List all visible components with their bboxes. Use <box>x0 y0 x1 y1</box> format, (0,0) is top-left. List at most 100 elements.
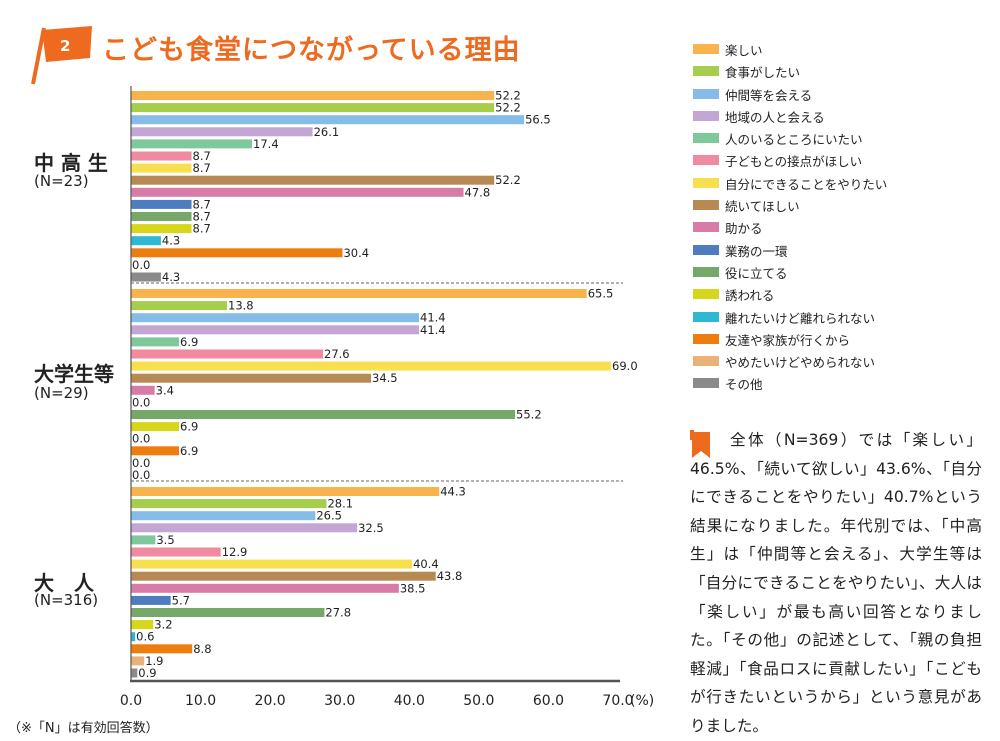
bar <box>131 151 192 161</box>
group-n-university: (N=29) <box>34 384 89 402</box>
bar-value-label: 0.0 <box>132 395 150 409</box>
bar <box>131 487 440 496</box>
bar-value-label: 52.2 <box>495 101 521 115</box>
x-tick-label: 50.0 <box>463 693 494 709</box>
bar <box>131 289 587 298</box>
group-label-university: 大学生等 <box>34 362 114 386</box>
group-label-highschool: 中 高 生 <box>34 151 108 175</box>
legend-item: 食事がしたい <box>693 61 993 83</box>
legend-label: 誘われる <box>725 288 775 304</box>
legend-swatch <box>693 44 719 54</box>
legend-swatch <box>693 222 719 233</box>
group-n-highschool: (N=23) <box>34 172 89 190</box>
bar <box>131 248 343 258</box>
bar-value-label: 3.2 <box>154 618 172 632</box>
legend-swatch <box>693 289 719 300</box>
bar <box>131 175 495 185</box>
bar <box>131 139 253 149</box>
legend-label: 役に立てる <box>725 265 788 281</box>
legend-swatch <box>693 88 719 99</box>
bar-value-label: 3.4 <box>156 383 174 397</box>
bar <box>131 547 221 557</box>
legend-label: その他 <box>725 377 763 393</box>
bar-value-label: 38.5 <box>400 581 426 595</box>
x-tick-label: 20.0 <box>255 693 286 709</box>
legend-label: 続いてほしい <box>725 199 800 215</box>
legend-item: やめたいけどやめられない <box>693 351 993 373</box>
bar-value-label: 26.5 <box>316 509 342 523</box>
bar <box>131 571 436 581</box>
bar-value-label: 27.6 <box>324 347 350 361</box>
legend-item: その他 <box>693 373 993 395</box>
bar-value-label: 41.4 <box>420 323 446 337</box>
bar-value-label: 47.8 <box>465 185 491 199</box>
group-n-adult: (N=316) <box>34 591 99 609</box>
legend-item: 続いてほしい <box>693 195 993 217</box>
bar <box>131 199 192 209</box>
bar-value-label: 0.0 <box>132 258 150 272</box>
bar-value-label: 3.5 <box>156 533 174 547</box>
bar <box>131 361 612 371</box>
x-tick-label: 10.0 <box>185 693 216 709</box>
bar <box>131 115 525 125</box>
bar-value-label: 43.8 <box>437 569 463 583</box>
bar-value-label: 8.7 <box>193 222 211 236</box>
bar-value-label: 69.0 <box>612 359 638 373</box>
legend-label: 友達や家族が行くから <box>725 332 851 348</box>
legend-swatch <box>693 133 719 144</box>
bar-value-label: 0.0 <box>132 432 150 446</box>
bar-value-label: 1.9 <box>145 654 163 668</box>
bar <box>131 385 155 395</box>
bar <box>131 236 161 246</box>
legend-item: 楽しい <box>693 39 993 61</box>
bar <box>131 313 420 323</box>
legend-label: やめたいけどやめられない <box>725 355 876 371</box>
x-tick-label: 40.0 <box>394 693 425 709</box>
legend-swatch <box>693 200 719 211</box>
bar <box>131 301 228 311</box>
x-axis-unit: (%) <box>630 693 654 709</box>
footnote: （※「N」は有効回答数） <box>8 721 159 736</box>
bar-value-label: 5.7 <box>172 593 190 607</box>
legend-label: 仲間等を会える <box>725 87 813 103</box>
bar <box>131 224 192 234</box>
bar-value-label: 52.2 <box>495 173 521 187</box>
bar <box>131 349 324 359</box>
legend-item: 自分にできることをやりたい <box>693 173 993 195</box>
bar-value-label: 30.4 <box>343 246 369 260</box>
x-tick-label: 30.0 <box>324 693 355 709</box>
legend-label: 食事がしたい <box>725 65 801 81</box>
bar <box>131 187 464 197</box>
bar-value-label: 28.1 <box>327 497 353 511</box>
legend-item: 離れたいけど離れられない <box>693 307 993 329</box>
flag-shape <box>42 26 92 62</box>
bar-value-label: 4.3 <box>162 270 180 284</box>
bar-value-label: 52.2 <box>495 89 521 103</box>
flag-pole <box>31 27 46 85</box>
legend-swatch <box>693 155 719 166</box>
bar <box>131 523 358 533</box>
bar-value-label: 0.6 <box>136 630 154 644</box>
bar <box>131 644 193 654</box>
legend-swatch <box>693 333 719 344</box>
bar-value-label: 6.9 <box>180 335 198 349</box>
bar <box>131 337 180 347</box>
bar-chart: 52.252.256.526.117.48.78.752.247.88.78.7… <box>120 86 654 709</box>
bar-value-label: 17.4 <box>253 137 279 151</box>
legend-swatch <box>693 177 719 188</box>
bar-value-label: 6.9 <box>180 420 198 434</box>
bar-value-label: 65.5 <box>588 287 614 301</box>
x-tick-label: 60.0 <box>533 693 564 709</box>
legend-swatch <box>693 110 719 121</box>
legend-item: 役に立てる <box>693 262 993 284</box>
bar-value-label: 8.8 <box>193 642 211 656</box>
bar <box>131 595 171 605</box>
bar <box>131 91 495 100</box>
legend-item: 子どもとの接点がほしい <box>693 150 993 172</box>
bar <box>131 127 313 137</box>
legend-item: 友達や家族が行くから <box>693 329 993 351</box>
bar <box>131 410 516 419</box>
bar <box>131 559 413 569</box>
bar <box>131 272 161 282</box>
legend-item: 業務の一環 <box>693 240 993 262</box>
